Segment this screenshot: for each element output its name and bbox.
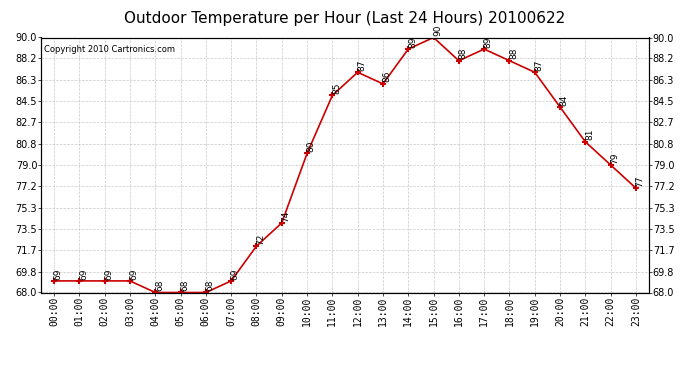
Text: 68: 68 <box>206 280 215 291</box>
Text: 69: 69 <box>130 268 139 279</box>
Text: 87: 87 <box>535 59 544 71</box>
Text: 87: 87 <box>357 59 366 71</box>
Text: Copyright 2010 Cartronics.com: Copyright 2010 Cartronics.com <box>44 45 175 54</box>
Text: 85: 85 <box>332 82 341 94</box>
Text: 80: 80 <box>307 141 316 152</box>
Text: 69: 69 <box>231 268 240 279</box>
Text: 90: 90 <box>433 25 442 36</box>
Text: Outdoor Temperature per Hour (Last 24 Hours) 20100622: Outdoor Temperature per Hour (Last 24 Ho… <box>124 11 566 26</box>
Text: 89: 89 <box>408 36 417 48</box>
Text: 77: 77 <box>635 175 644 187</box>
Text: 89: 89 <box>484 36 493 48</box>
Text: 88: 88 <box>509 48 518 59</box>
Text: 88: 88 <box>459 48 468 59</box>
Text: 69: 69 <box>79 268 88 279</box>
Text: 68: 68 <box>180 280 189 291</box>
Text: 86: 86 <box>383 71 392 82</box>
Text: 72: 72 <box>256 233 265 245</box>
Text: 69: 69 <box>104 268 113 279</box>
Text: 81: 81 <box>585 129 594 140</box>
Text: 68: 68 <box>155 280 164 291</box>
Text: 74: 74 <box>282 210 290 222</box>
Text: 79: 79 <box>611 152 620 164</box>
Text: 69: 69 <box>54 268 63 279</box>
Text: 84: 84 <box>560 94 569 106</box>
